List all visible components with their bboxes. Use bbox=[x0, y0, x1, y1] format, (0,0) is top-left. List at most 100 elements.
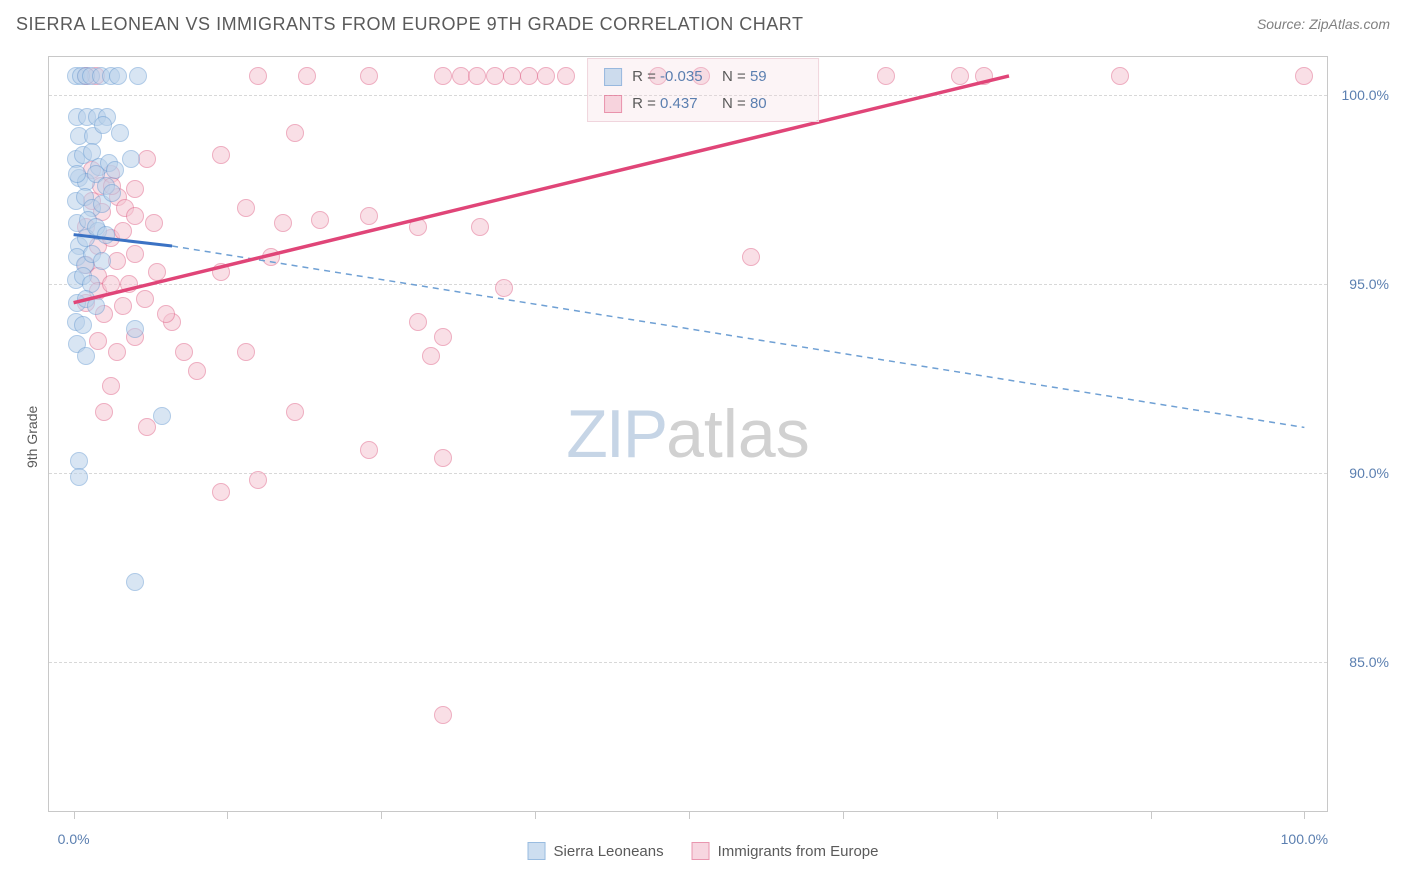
r-value: R = 0.437 bbox=[632, 90, 712, 117]
data-point bbox=[537, 67, 555, 85]
x-tick-label: 100.0% bbox=[1281, 831, 1328, 847]
data-point bbox=[77, 347, 95, 365]
data-point bbox=[114, 297, 132, 315]
data-point bbox=[298, 67, 316, 85]
data-point bbox=[877, 67, 895, 85]
data-point bbox=[486, 67, 504, 85]
data-point bbox=[409, 313, 427, 331]
data-point bbox=[109, 67, 127, 85]
chart-source: Source: ZipAtlas.com bbox=[1257, 16, 1390, 32]
trend-line bbox=[172, 246, 1304, 427]
data-point bbox=[557, 67, 575, 85]
data-point bbox=[360, 441, 378, 459]
trend-lines bbox=[49, 57, 1329, 813]
data-point bbox=[120, 275, 138, 293]
data-point bbox=[157, 305, 175, 323]
data-point bbox=[74, 316, 92, 334]
data-point bbox=[129, 67, 147, 85]
data-point bbox=[126, 245, 144, 263]
data-point bbox=[89, 332, 107, 350]
data-point bbox=[153, 407, 171, 425]
legend-swatch bbox=[604, 95, 622, 113]
n-value: N = 59 bbox=[722, 63, 802, 90]
data-point bbox=[212, 263, 230, 281]
data-point bbox=[422, 347, 440, 365]
watermark-part2: atlas bbox=[666, 396, 810, 472]
data-point bbox=[471, 218, 489, 236]
data-point bbox=[237, 343, 255, 361]
series-legend-item: Immigrants from Europe bbox=[692, 842, 879, 860]
data-point bbox=[126, 320, 144, 338]
data-point bbox=[503, 67, 521, 85]
y-tick-label: 95.0% bbox=[1349, 276, 1389, 292]
data-point bbox=[94, 116, 112, 134]
data-point bbox=[360, 207, 378, 225]
data-point bbox=[175, 343, 193, 361]
data-point bbox=[237, 199, 255, 217]
gridline bbox=[49, 662, 1327, 663]
data-point bbox=[951, 67, 969, 85]
data-point bbox=[97, 226, 115, 244]
data-point bbox=[249, 67, 267, 85]
legend-swatch bbox=[528, 842, 546, 860]
data-point bbox=[108, 343, 126, 361]
gridline bbox=[49, 284, 1327, 285]
data-point bbox=[136, 290, 154, 308]
data-point bbox=[103, 184, 121, 202]
series-legend-label: Immigrants from Europe bbox=[718, 843, 879, 860]
legend-swatch bbox=[692, 842, 710, 860]
data-point bbox=[212, 146, 230, 164]
data-point bbox=[1295, 67, 1313, 85]
data-point bbox=[286, 124, 304, 142]
data-point bbox=[286, 403, 304, 421]
data-point bbox=[311, 211, 329, 229]
data-point bbox=[975, 67, 993, 85]
data-point bbox=[262, 248, 280, 266]
data-point bbox=[102, 377, 120, 395]
correlation-legend-row: R = 0.437 N = 80 bbox=[604, 90, 802, 117]
data-point bbox=[138, 418, 156, 436]
x-tick bbox=[381, 811, 382, 819]
data-point bbox=[434, 328, 452, 346]
correlation-legend-row: R = -0.035 N = 59 bbox=[604, 63, 802, 90]
y-tick-label: 90.0% bbox=[1349, 465, 1389, 481]
chart-header: SIERRA LEONEAN VS IMMIGRANTS FROM EUROPE… bbox=[0, 0, 1406, 48]
data-point bbox=[111, 124, 129, 142]
data-point bbox=[274, 214, 292, 232]
y-tick-label: 100.0% bbox=[1342, 87, 1389, 103]
data-point bbox=[434, 449, 452, 467]
data-point bbox=[95, 403, 113, 421]
correlation-legend: R = -0.035 N = 59 R = 0.437 N = 80 bbox=[587, 58, 819, 122]
x-tick bbox=[227, 811, 228, 819]
data-point bbox=[434, 706, 452, 724]
data-point bbox=[148, 263, 166, 281]
data-point bbox=[126, 207, 144, 225]
data-point bbox=[1111, 67, 1129, 85]
gridline bbox=[49, 473, 1327, 474]
x-tick bbox=[1151, 811, 1152, 819]
plot-area: ZIPatlas 85.0%90.0%95.0%100.0%0.0%100.0% bbox=[48, 56, 1328, 812]
data-point bbox=[87, 297, 105, 315]
data-point bbox=[212, 483, 230, 501]
data-point bbox=[468, 67, 486, 85]
chart-title: SIERRA LEONEAN VS IMMIGRANTS FROM EUROPE… bbox=[16, 14, 803, 35]
data-point bbox=[93, 252, 111, 270]
watermark-part1: ZIP bbox=[566, 396, 666, 472]
data-point bbox=[742, 248, 760, 266]
series-legend: Sierra Leoneans Immigrants from Europe bbox=[528, 842, 879, 860]
data-point bbox=[520, 67, 538, 85]
x-tick bbox=[74, 811, 75, 819]
r-value: R = -0.035 bbox=[632, 63, 712, 90]
y-tick-label: 85.0% bbox=[1349, 654, 1389, 670]
series-legend-label: Sierra Leoneans bbox=[554, 843, 664, 860]
data-point bbox=[409, 218, 427, 236]
data-point bbox=[114, 222, 132, 240]
x-tick bbox=[535, 811, 536, 819]
data-point bbox=[434, 67, 452, 85]
data-point bbox=[126, 180, 144, 198]
n-value: N = 80 bbox=[722, 90, 802, 117]
data-point bbox=[138, 150, 156, 168]
x-tick bbox=[1304, 811, 1305, 819]
x-tick bbox=[843, 811, 844, 819]
series-legend-item: Sierra Leoneans bbox=[528, 842, 664, 860]
